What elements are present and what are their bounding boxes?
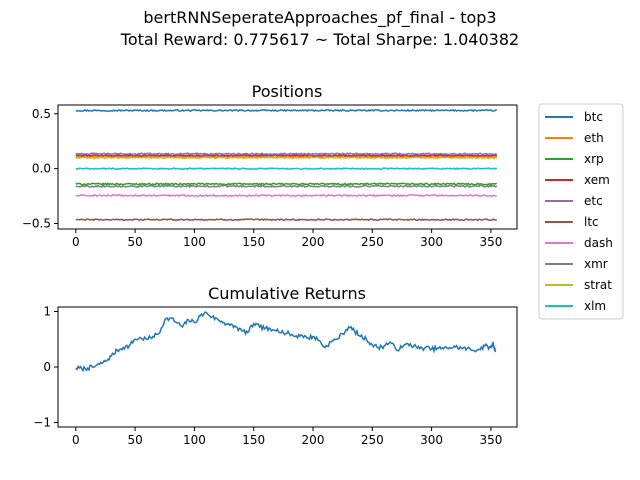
x-tick-label: 350 [479,235,502,249]
series-line-strat [75,155,498,160]
legend-label-xrp: xrp [584,152,604,166]
y-tick-label: 0 [43,360,51,374]
series-line-xrp [75,182,498,186]
positions-title: Positions [252,82,323,101]
x-tick-label: 250 [361,433,384,447]
y-tick-label: −1 [33,416,51,430]
suptitle-line1: bertRNNSeperateApproaches_pf_final - top… [143,8,496,28]
series-line-ltc [75,218,498,222]
x-tick-label: 200 [302,235,325,249]
returns-y-ticks: −1 0 1 [33,304,58,430]
y-tick-label: 0.5 [32,107,51,121]
x-tick-label: 300 [420,235,443,249]
y-tick-label: −0.5 [22,217,51,231]
legend-label-strat: strat [584,278,612,292]
series-line-xlm [75,167,498,171]
legend-label-xlm: xlm [584,299,606,313]
positions-y-ticks: −0.5 0.0 0.5 [22,107,58,231]
x-tick-label: 50 [127,433,142,447]
series-line-xmr [75,184,498,189]
positions-x-ticks: 0 50 100 150 200 250 300 350 [72,229,502,249]
series-line-etc [75,152,498,156]
positions-series-group [75,108,498,222]
legend-label-xem: xem [584,173,610,187]
x-tick-label: 150 [242,433,265,447]
series-line-btc [75,108,497,113]
returns-x-ticks: 0 50 100 150 200 250 300 350 [72,427,502,447]
legend-frame [538,103,624,320]
legend-label-eth: eth [584,131,604,145]
y-tick-label: 1 [43,304,51,318]
series-line-dash [75,193,497,198]
legend-label-dash: dash [584,236,613,250]
returns-title: Cumulative Returns [208,284,366,303]
x-tick-label: 0 [72,235,80,249]
x-tick-label: 200 [302,433,325,447]
x-tick-label: 150 [242,235,265,249]
returns-series-line [75,311,497,373]
returns-axes-frame [57,306,518,428]
suptitle-line2: Total Reward: 0.775617 ~ Total Sharpe: 1… [120,30,519,49]
positions-axes-frame [57,104,518,230]
legend-label-etc: etc [584,194,603,208]
x-tick-label: 0 [72,433,80,447]
series-line-xem [75,153,497,158]
x-tick-label: 350 [479,433,502,447]
legend-label-ltc: ltc [584,215,599,229]
y-tick-label: 0.0 [32,162,51,176]
legend-label-btc: btc [584,110,603,124]
x-tick-label: 300 [420,433,443,447]
legend: btc eth xrp xem etc ltc dash xmr strat xlm [538,103,624,320]
x-tick-label: 100 [183,433,206,447]
x-tick-label: 100 [183,235,206,249]
x-tick-label: 250 [361,235,384,249]
x-tick-label: 50 [127,235,142,249]
positions-panel: Positions 0 50 100 150 200 250 300 350 −0.5 0.0 0… [22,82,518,249]
returns-series-group [75,311,497,373]
legend-label-xmr: xmr [584,257,608,271]
returns-panel: Cumulative Returns 0 50 100 150 200 250 300 350… [33,284,518,447]
